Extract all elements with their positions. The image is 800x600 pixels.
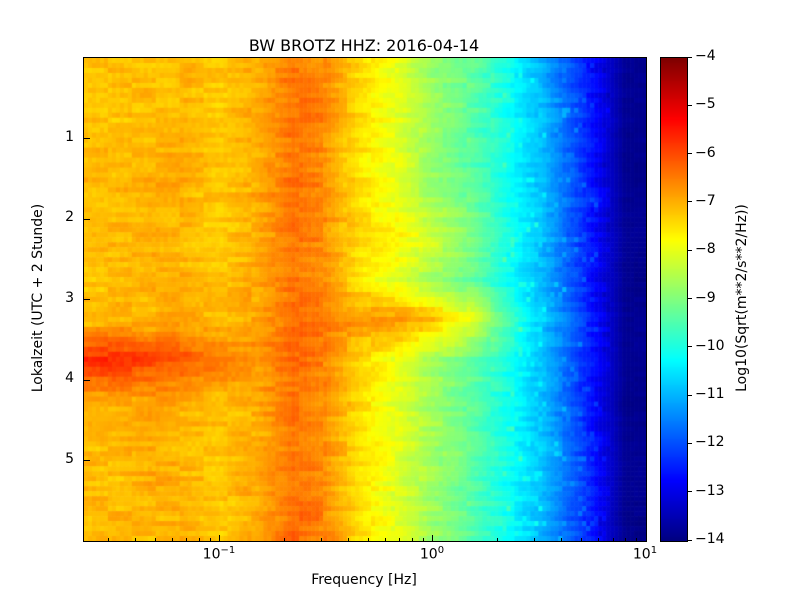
colorbar-tick [688,346,692,348]
x-minor-tick [385,538,387,541]
x-tick-label: 101 [632,545,658,563]
x-minor-tick [172,538,174,541]
x-minor-tick [108,538,110,541]
x-axis-label: Frequency [Hz] [311,572,417,588]
colorbar-tick-label: −14 [695,531,725,547]
colorbar-tick [688,539,692,541]
colorbar-tick [688,249,692,251]
colorbar-tick [688,56,692,58]
x-minor-tick [198,538,200,541]
x-minor-tick [534,538,536,541]
colorbar [660,57,688,542]
x-minor-tick [155,538,157,541]
x-major-tick [219,535,221,541]
x-minor-tick [321,538,323,541]
y-major-tick [84,218,90,220]
x-major-tick [432,535,434,541]
x-minor-tick [612,538,614,541]
colorbar-tick-label: −7 [695,192,716,209]
x-minor-tick [560,538,562,541]
y-tick-label: 1 [65,128,74,145]
x-minor-tick [186,538,188,541]
colorbar-tick [688,298,692,299]
colorbar-gradient [661,58,687,541]
x-minor-tick [581,538,583,541]
x-minor-tick [347,538,349,541]
x-minor-tick [496,538,498,541]
colorbar-tick [688,442,692,444]
x-tick-label: 10−1 [202,545,236,563]
colorbar-tick-label: −5 [695,96,716,113]
y-major-tick [84,138,90,139]
x-minor-tick [399,538,401,541]
x-minor-tick [134,538,136,541]
y-major-tick [84,460,90,461]
y-axis-label: Lokalzeit (UTC + 2 Stunde) [30,203,46,393]
colorbar-tick [688,201,692,203]
colorbar-tick-label: −12 [695,434,725,451]
colorbar-tick [688,104,692,106]
colorbar-tick-label: −11 [695,386,725,403]
colorbar-tick [688,394,692,396]
colorbar-tick-label: −10 [695,337,725,354]
x-major-tick [645,535,647,541]
colorbar-tick-label: −6 [695,144,716,161]
y-major-tick [84,299,90,300]
x-minor-tick [598,538,600,541]
plot-area [83,57,647,542]
y-tick-label: 2 [65,209,74,225]
colorbar-tick-label: −13 [695,482,725,499]
y-tick-label: 3 [65,289,74,306]
y-major-tick [84,379,90,381]
colorbar-tick-label: −8 [695,241,716,258]
colorbar-tick-label: −4 [695,48,716,64]
colorbar-tick-label: −9 [695,289,716,306]
x-minor-tick [368,538,370,541]
y-tick-label: 4 [65,370,74,386]
x-minor-tick [411,538,413,541]
x-minor-tick [624,538,626,541]
chart-title: BW BROTZ HHZ: 2016-04-14 [248,36,480,55]
x-minor-tick [283,538,285,541]
colorbar-tick [688,491,692,493]
colorbar-label: Log10(Sqrt(m**2/s**2/Hz)) [734,204,750,392]
y-tick-label: 5 [65,450,74,467]
x-tick-label: 100 [419,545,445,563]
x-minor-tick [422,538,424,541]
x-minor-tick [635,538,637,541]
colorbar-tick [688,153,692,155]
x-minor-tick [209,538,211,541]
spectrogram-heatmap [84,58,646,541]
